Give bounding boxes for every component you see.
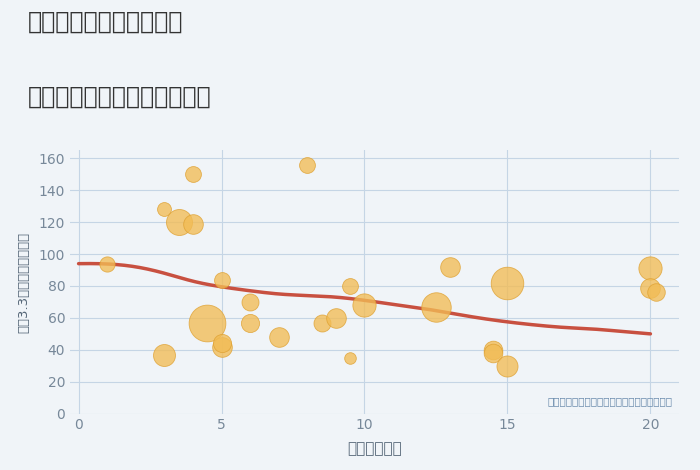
Point xyxy=(488,349,499,357)
Point xyxy=(273,333,284,341)
Point xyxy=(244,298,256,306)
Point xyxy=(188,220,199,227)
Text: 奈良県奈良市窪之庄町の: 奈良県奈良市窪之庄町の xyxy=(28,9,183,33)
X-axis label: 駅距離（分）: 駅距離（分） xyxy=(347,441,402,456)
Point xyxy=(430,303,442,311)
Point xyxy=(316,319,327,327)
Point xyxy=(344,354,356,361)
Point xyxy=(444,263,456,271)
Text: 円の大きさは、取引のあった物件面積を示す: 円の大きさは、取引のあった物件面積を示す xyxy=(548,396,673,406)
Point xyxy=(159,351,170,358)
Point xyxy=(344,282,356,290)
Point xyxy=(488,346,499,353)
Point xyxy=(650,289,662,296)
Point xyxy=(502,279,513,287)
Point xyxy=(216,276,227,283)
Point xyxy=(202,319,213,327)
Point xyxy=(244,319,256,327)
Point xyxy=(645,265,656,272)
Point xyxy=(188,171,199,178)
Point xyxy=(173,219,184,226)
Point xyxy=(359,301,370,309)
Y-axis label: 坪（3.3㎡）単価（万円）: 坪（3.3㎡）単価（万円） xyxy=(18,231,30,333)
Point xyxy=(330,314,342,321)
Point xyxy=(216,340,227,347)
Point xyxy=(216,343,227,350)
Point xyxy=(102,260,113,267)
Point xyxy=(645,284,656,291)
Point xyxy=(159,206,170,213)
Point xyxy=(502,362,513,369)
Text: 駅距離別中古マンション価格: 駅距離別中古マンション価格 xyxy=(28,85,211,109)
Point xyxy=(302,161,313,169)
